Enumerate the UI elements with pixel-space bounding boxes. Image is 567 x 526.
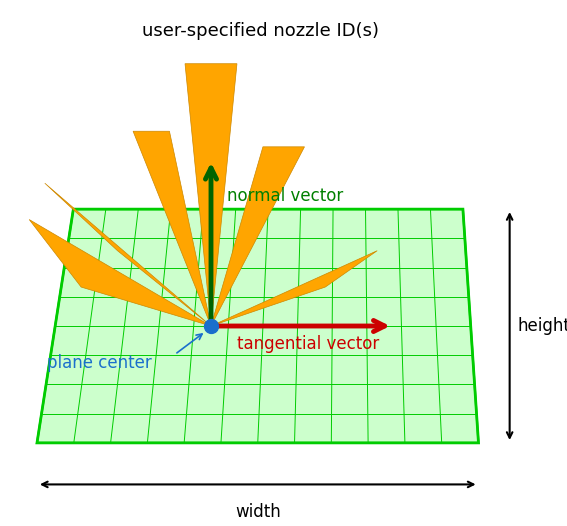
- Polygon shape: [37, 209, 479, 443]
- Polygon shape: [133, 132, 211, 326]
- Text: normal vector: normal vector: [227, 187, 343, 205]
- Polygon shape: [211, 251, 377, 326]
- Text: width: width: [235, 503, 281, 521]
- Polygon shape: [185, 64, 237, 326]
- Text: user-specified nozzle ID(s): user-specified nozzle ID(s): [142, 22, 379, 40]
- Polygon shape: [45, 183, 211, 326]
- Polygon shape: [29, 219, 211, 326]
- Polygon shape: [211, 147, 304, 326]
- Text: plane center: plane center: [48, 353, 152, 371]
- Text: height: height: [518, 317, 567, 335]
- Text: tangential vector: tangential vector: [237, 336, 379, 353]
